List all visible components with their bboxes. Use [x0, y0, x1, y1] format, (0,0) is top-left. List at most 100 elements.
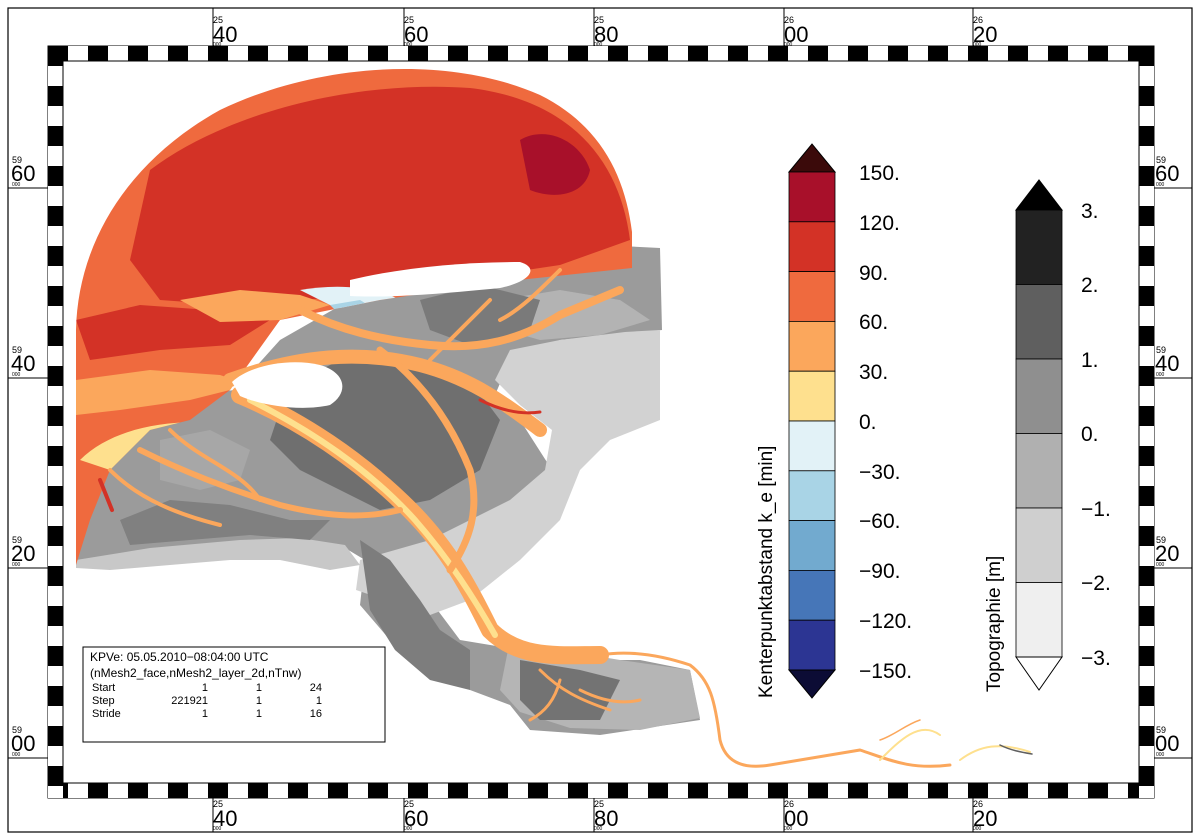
- cb-kenter-label-1: 150.: [859, 162, 900, 185]
- checker-segment: [1139, 526, 1154, 546]
- svg-text:25: 25: [594, 15, 604, 25]
- checker-segment: [48, 746, 63, 766]
- checker-segment: [148, 783, 168, 798]
- checker-segment: [968, 46, 988, 61]
- checker-segment: [868, 783, 888, 798]
- checker-segment: [68, 46, 88, 61]
- colorbar-kenter-cell: [788, 370, 836, 422]
- checker-segment: [1139, 686, 1154, 706]
- svg-text:25: 25: [404, 799, 414, 809]
- svg-text:40: 40: [213, 806, 237, 831]
- cb-topo-label-3: 1.: [1081, 349, 1099, 372]
- checker-segment: [688, 783, 708, 798]
- colorbar-topo-cell: [1015, 358, 1063, 434]
- checker-segment: [1139, 766, 1154, 786]
- checker-segment: [48, 326, 63, 346]
- svg-text:59: 59: [1156, 535, 1166, 545]
- checker-segment: [1139, 346, 1154, 366]
- checker-segment: [48, 46, 63, 66]
- checker-segment: [1139, 466, 1154, 486]
- svg-text:25: 25: [213, 799, 223, 809]
- cb-kenter-label-11: −150.: [859, 660, 912, 683]
- checker-segment: [48, 286, 63, 306]
- checker-segment: [48, 686, 63, 706]
- checker-segment: [48, 146, 63, 166]
- checker-segment: [948, 46, 968, 61]
- svg-text:Stride: Stride: [92, 708, 121, 720]
- checker-segment: [1139, 446, 1154, 466]
- checker-segment: [1139, 546, 1154, 566]
- checker-segment: [108, 46, 128, 61]
- svg-text:000: 000: [12, 182, 21, 188]
- svg-text:000: 000: [973, 826, 982, 832]
- svg-text:26: 26: [973, 15, 983, 25]
- checker-segment: [48, 706, 63, 726]
- svg-text:80: 80: [594, 22, 618, 47]
- checker-segment: [368, 46, 388, 61]
- svg-text:60: 60: [11, 161, 35, 186]
- checker-segment: [308, 783, 328, 798]
- checker-segment: [488, 783, 508, 798]
- checker-segment: [1028, 783, 1048, 798]
- checker-segment: [48, 466, 63, 486]
- checker-segment: [48, 786, 63, 798]
- cb-topo-label-6: −2.: [1081, 572, 1111, 595]
- info-box: KPVe: 05.05.2010−08:04:00 UTC (nMesh2_fa…: [82, 646, 386, 743]
- svg-text:20: 20: [1155, 541, 1179, 566]
- colorbar-kenter-cell: [788, 420, 836, 472]
- checker-segment: [468, 46, 488, 61]
- svg-text:25: 25: [404, 15, 414, 25]
- checker-segment: [48, 126, 63, 146]
- checker-segment: [288, 46, 308, 61]
- checker-segment: [548, 783, 568, 798]
- checker-segment: [48, 346, 63, 366]
- checker-segment: [1088, 46, 1108, 61]
- checker-segment: [988, 46, 1008, 61]
- svg-text:59: 59: [12, 345, 22, 355]
- checker-segment: [708, 783, 728, 798]
- checker-segment: [428, 46, 448, 61]
- svg-text:221921: 221921: [171, 695, 208, 707]
- svg-text:000: 000: [1156, 562, 1165, 568]
- cb-kenter-label-4: 60.: [859, 311, 888, 334]
- checker-segment: [848, 46, 868, 61]
- svg-text:20: 20: [11, 541, 35, 566]
- checker-segment: [668, 46, 688, 61]
- checker-segment: [1139, 586, 1154, 606]
- svg-text:60: 60: [1155, 161, 1179, 186]
- checker-segment: [1139, 606, 1154, 626]
- checker-segment: [388, 46, 408, 61]
- cb-kenter-label-7: −30.: [859, 461, 900, 484]
- checker-border: [48, 46, 1154, 798]
- checker-segment: [48, 226, 63, 246]
- checker-segment: [808, 46, 828, 61]
- checker-segment: [48, 566, 63, 586]
- checker-segment: [348, 783, 368, 798]
- checker-segment: [528, 46, 548, 61]
- checker-segment: [1008, 783, 1028, 798]
- svg-text:40: 40: [213, 22, 237, 47]
- checker-segment: [1139, 106, 1154, 126]
- checker-segment: [1139, 146, 1154, 166]
- info-line-1: KPVe: 05.05.2010−08:04:00 UTC: [90, 650, 269, 664]
- colorbar-kenter-cell: [788, 470, 836, 521]
- checker-segment: [368, 783, 388, 798]
- checker-segment: [948, 783, 968, 798]
- checker-segment: [848, 783, 868, 798]
- checker-segment: [1139, 746, 1154, 766]
- checker-segment: [1139, 86, 1154, 106]
- checker-segment: [1139, 286, 1154, 306]
- checker-segment: [208, 783, 228, 798]
- island: [232, 362, 343, 408]
- checker-segment: [48, 586, 63, 606]
- checker-segment: [1108, 783, 1128, 798]
- checker-segment: [328, 783, 348, 798]
- checker-segment: [248, 46, 268, 61]
- checker-segment: [548, 46, 568, 61]
- cb-kenter-label-3: 90.: [859, 262, 888, 285]
